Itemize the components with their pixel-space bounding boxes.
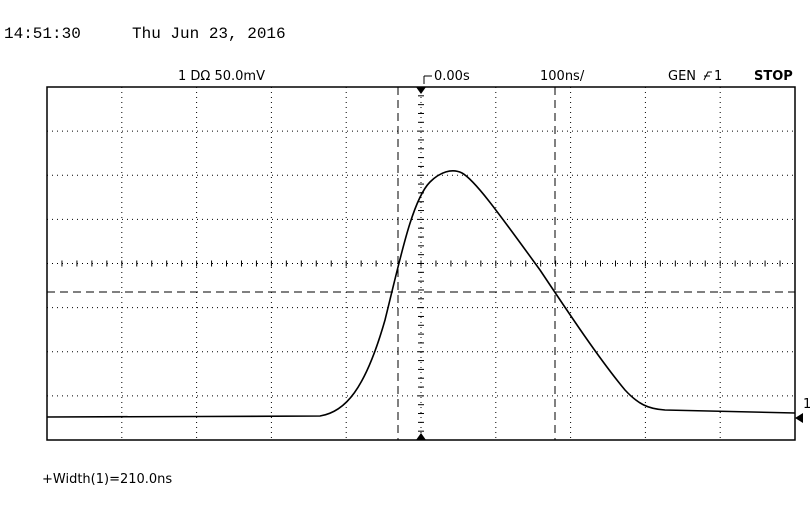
time: 14:51:30: [4, 25, 81, 43]
measurement: +Width(1)=210.0ns: [42, 472, 172, 487]
trigger-marker-top: [416, 87, 426, 94]
trigger-marker-bottom: [416, 433, 426, 440]
ground-label: 1: [803, 397, 810, 412]
delay: 0.00s: [434, 69, 470, 84]
delay-icon: [423, 75, 432, 84]
trigger-source: GEN: [668, 69, 696, 84]
date: Thu Jun 23, 2016: [132, 25, 286, 43]
ground-marker: [795, 413, 803, 423]
channel-setting: 1 DΩ 50.0mV: [178, 69, 265, 84]
run-state: STOP: [754, 69, 793, 84]
timebase: 100ns/: [540, 69, 585, 84]
trigger-channel: 1: [714, 69, 722, 84]
waveform: [46, 170, 796, 418]
graticule: [46, 86, 796, 441]
edge-icon: [703, 71, 712, 81]
